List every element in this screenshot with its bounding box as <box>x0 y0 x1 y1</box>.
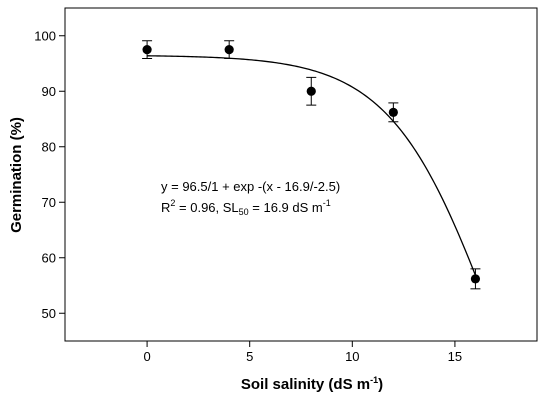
y-tick-label: 90 <box>42 84 56 99</box>
data-point <box>224 45 234 55</box>
data-point <box>470 274 481 284</box>
y-tick-label: 50 <box>42 306 56 321</box>
r2-value: = 0.96, SL <box>175 200 238 215</box>
r2-annotation: R2 = 0.96, SL50 = 16.9 dS m-1 <box>161 198 331 217</box>
x-axis-title-end: ) <box>378 376 383 393</box>
y-axis-title: Germination (%) <box>8 117 25 233</box>
y-tick-label: 70 <box>42 195 56 210</box>
x-tick-label: 0 <box>143 349 150 364</box>
x-axis-title-main: Soil salinity (dS m <box>241 376 370 393</box>
r2-sup: 2 <box>170 198 175 208</box>
x-axis: 0 5 10 15 <box>143 341 462 364</box>
x-tick-label: 15 <box>448 349 462 364</box>
y-tick-label: 60 <box>42 250 56 265</box>
equation-annotation: y = 96.5/1 + exp -(x - 16.9/-2.5) <box>161 179 340 194</box>
sl-sup: -1 <box>323 198 331 208</box>
plot-area <box>64 7 538 342</box>
data-point <box>142 45 152 55</box>
x-tick-label: 10 <box>345 349 359 364</box>
y-tick-label: 80 <box>42 139 56 154</box>
plot-frame <box>64 7 538 342</box>
r2-prefix: R <box>161 200 170 215</box>
data-point <box>306 86 316 96</box>
y-tick-label: 100 <box>34 28 56 43</box>
sl-value: = 16.9 dS m <box>249 200 323 215</box>
y-axis: 50 60 70 80 90 100 <box>34 28 65 321</box>
fit-curve <box>147 55 477 276</box>
data-points <box>142 40 481 290</box>
data-point <box>388 107 398 117</box>
x-axis-title: Soil salinity (dS m-1) <box>241 375 383 393</box>
x-axis-title-sup: -1 <box>370 375 378 385</box>
fit-curve-group <box>147 55 477 276</box>
sl-sub: 50 <box>239 207 249 217</box>
x-tick-label: 5 <box>246 349 253 364</box>
